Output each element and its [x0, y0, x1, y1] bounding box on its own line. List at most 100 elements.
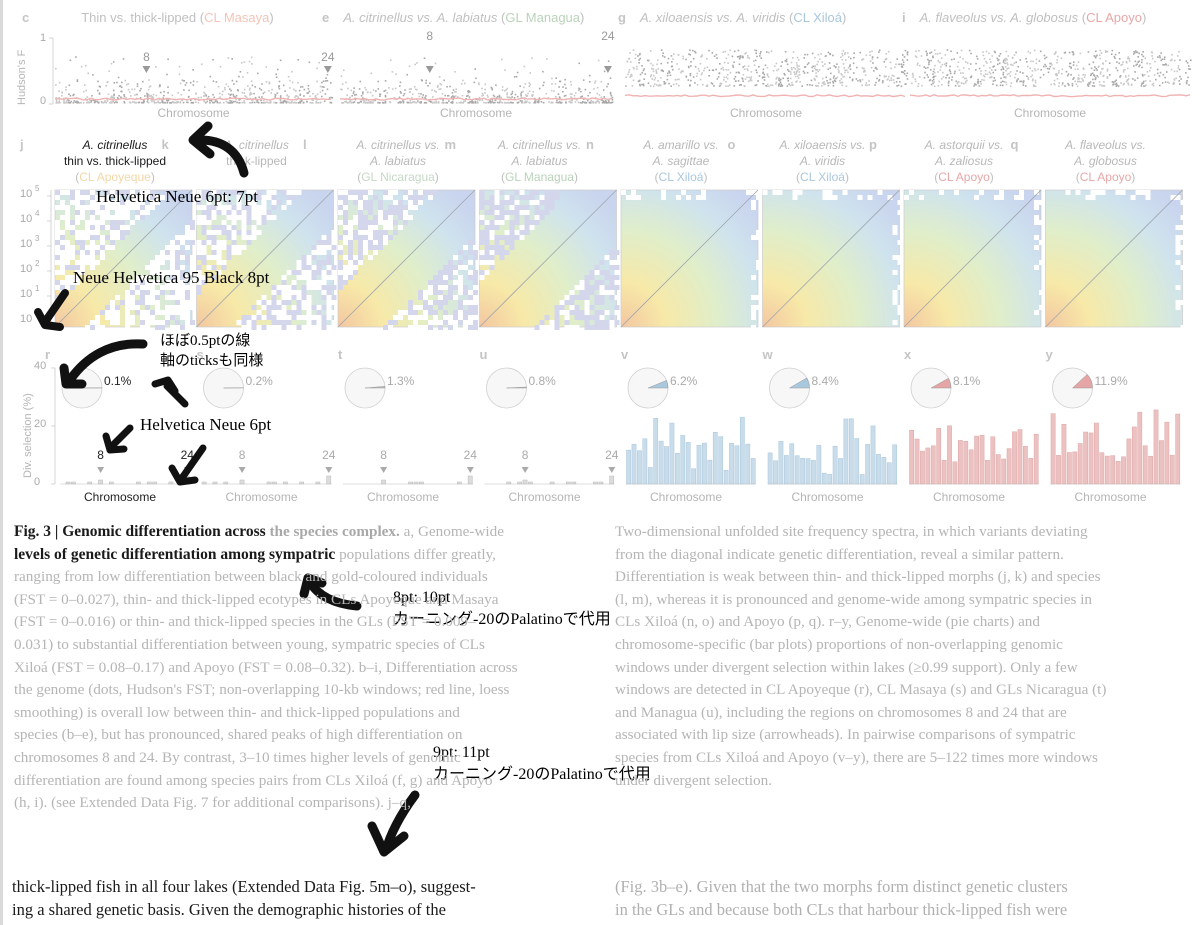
sfs-heatmap	[1045, 189, 1186, 330]
panel-species: A. citrinellus	[82, 138, 148, 152]
arrow-icon	[367, 790, 420, 857]
pie-slice	[647, 380, 669, 389]
arrowhead-icon	[603, 66, 612, 73]
figure-title-continued: the species complex.	[269, 523, 400, 540]
annotation-caption-font: 8pt: 10pt カーニング-20のPalatinoで代用	[393, 587, 611, 631]
paren: )	[1141, 10, 1147, 25]
panel-species: A. zaliosus	[934, 154, 994, 168]
panel-lake: (CL Apoyo)	[904, 170, 1024, 184]
annotation-line-width: ほぼ0.5ptの線 軸のticksも同様	[160, 331, 263, 371]
figure-title: Fig. 3 | Genomic differentiation across	[14, 523, 266, 540]
pie-percent-label: 8.1%	[953, 374, 981, 388]
lake-name: CL Xiloá	[793, 10, 843, 25]
caption-line: ranging from low differentiation between…	[14, 568, 488, 586]
paren: (	[75, 170, 80, 184]
annotation-line-2: カーニング-20のPalatinoで代用	[393, 611, 611, 628]
pie-percent-label: 6.2%	[670, 374, 698, 388]
selection-bar-panel	[1050, 367, 1181, 485]
panel-lake: (CL Apoyo)	[1046, 170, 1166, 184]
caption-line: Two-dimensional unfolded site frequency …	[615, 523, 1088, 540]
chromosome-marker: 24	[321, 50, 335, 64]
arrowhead-icon	[97, 467, 105, 473]
caption-right: Two-dimensional unfolded site frequency …	[615, 521, 1195, 792]
panel-letter: k	[161, 137, 169, 152]
panel-title-text: A. citrinellus vs. A. labiatus	[343, 10, 498, 25]
arrowhead-icon	[608, 467, 616, 473]
panel-species: A. globosus	[1074, 154, 1137, 168]
x-axis-label: Chromosome	[649, 490, 723, 504]
annotation-line-2: 軸のticksも同様	[160, 353, 264, 369]
divergent-selection-plots	[51, 367, 1181, 485]
panel-letter: r	[45, 347, 51, 362]
arrow-icon	[168, 444, 207, 486]
chromosome-marker: 8	[380, 448, 387, 462]
body-line: (Fig. 3b–e). Given that the two morphs f…	[615, 877, 1068, 896]
lake-name: CL Masaya	[204, 10, 270, 25]
panel-title-text: A. xiloaensis vs. A. viridis	[639, 10, 786, 25]
panel-species: A. viridis	[799, 154, 846, 168]
panel-species: A. xiloaensis vs.	[779, 138, 866, 152]
caption-line: under divergent selection.	[615, 771, 773, 789]
panel-species: A. citrinellus	[224, 138, 289, 152]
panel-species: A. astorquii vs.	[924, 138, 1004, 152]
lake-name: CL Xiloá	[800, 170, 845, 184]
panel-letter: q	[1010, 137, 1019, 152]
panel-letter: i	[902, 10, 906, 25]
panel-species: A. labiatus	[369, 154, 427, 168]
site-frequency-spectra	[47, 189, 1186, 330]
caption-line: (h, i). (see Extended Data Fig. 7 for ad…	[14, 794, 411, 812]
sfs-heatmap	[196, 189, 337, 330]
paren: (	[785, 10, 794, 25]
paren: )	[844, 170, 849, 184]
arrow-icon	[59, 339, 148, 389]
caption-line: 0.031) to substantial differentiation be…	[14, 635, 485, 653]
panel-letter: x	[904, 347, 912, 362]
caption-line: species from CLs Xiloá and Apoyo (v–y), …	[615, 748, 1098, 766]
x-axis-label: Chromosome	[83, 490, 157, 504]
fst-scatter-panel	[339, 57, 614, 104]
y-tick-label: 0	[40, 95, 47, 107]
chromosome-marker: 24	[605, 448, 619, 462]
caption-line: (FST = 0–0.016) or thin- and thick-lippe…	[14, 613, 476, 631]
chromosome-marker: 24	[601, 29, 615, 43]
y-tick-label: 10	[20, 238, 33, 250]
caption-line: a, Genome-wide	[403, 523, 504, 540]
panel-letter: g	[618, 10, 626, 25]
pie-percent-label: 8.4%	[811, 374, 839, 388]
x-axis-label: Chromosome	[1074, 490, 1147, 504]
arrowhead-icon	[325, 467, 333, 473]
caption-line: and Managua (u), including the regions o…	[615, 703, 1067, 721]
y-tick-label: 10	[20, 263, 33, 275]
x-axis-label: Chromosome	[157, 106, 230, 120]
panel-title: g A. xiloaensis vs. A. viridis (CL Xiloá)	[618, 10, 846, 25]
sfs-heatmap	[903, 189, 1044, 328]
paren: )	[434, 170, 439, 184]
panel-lake: (GL Managua)	[480, 170, 600, 184]
panel-letter: u	[479, 347, 488, 362]
panel-species: A. citrinellus vs.	[497, 138, 582, 152]
x-axis-label: Chromosome	[439, 106, 513, 120]
fst-scatter-panel	[624, 49, 909, 98]
chromosome-marker: 24	[322, 448, 336, 462]
y-tick-label: 10	[20, 213, 33, 225]
panel-title-text: Thin vs. thick-lipped	[81, 10, 197, 25]
panel-title: c Thin vs. thick-lipped (CL Masaya)	[22, 10, 274, 25]
lake-name: CL Xiloá	[658, 170, 704, 184]
x-axis-label: Chromosome	[508, 490, 581, 504]
pie-slice	[1071, 374, 1093, 389]
panel-lake: (CL Apoyeque)	[55, 170, 175, 184]
tick-exponent: 2	[35, 259, 40, 268]
x-axis-label: Chromosome	[366, 490, 440, 504]
panel-letter: y	[1045, 347, 1053, 362]
pie-percent-label: 0.8%	[528, 374, 556, 388]
paren: (	[357, 170, 362, 184]
lake-name: GL Managua	[505, 170, 574, 184]
fst-genome-scans	[49, 37, 1192, 105]
sfs-heatmap	[337, 189, 478, 330]
tick-exponent: 3	[35, 234, 40, 243]
chromosome-marker: 24	[180, 448, 194, 462]
selection-bar-panel	[909, 367, 1039, 485]
y-tick-label: 20	[34, 418, 47, 430]
